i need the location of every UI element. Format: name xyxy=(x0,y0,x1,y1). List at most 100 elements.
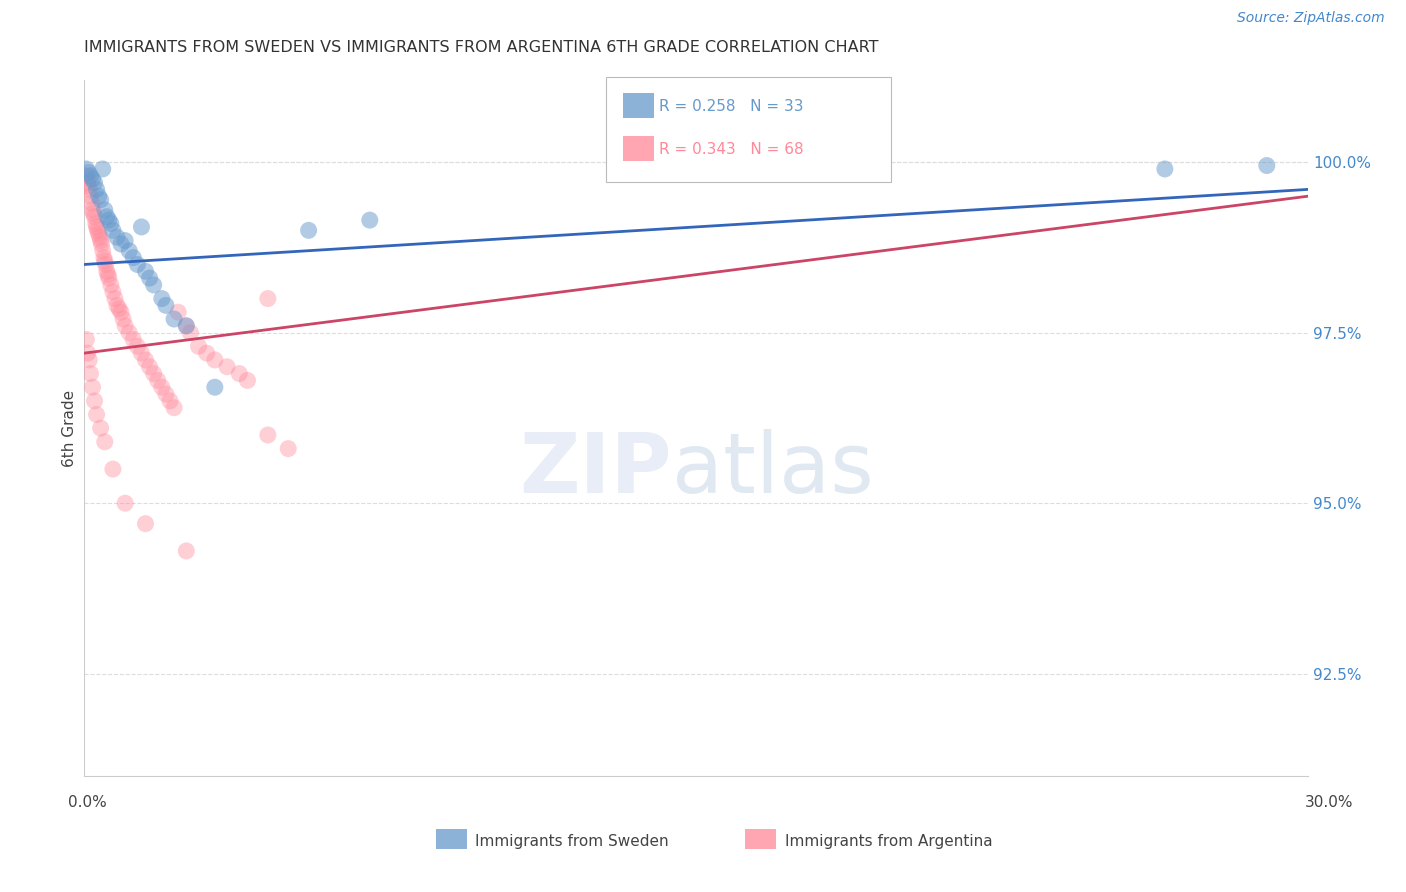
Point xyxy=(150,292,173,306)
Point xyxy=(97,268,120,282)
Point xyxy=(93,202,117,217)
Y-axis label: 6th Grade: 6th Grade xyxy=(62,390,77,467)
Point xyxy=(86,182,108,196)
Point xyxy=(131,219,153,234)
Point xyxy=(163,312,186,326)
Point xyxy=(257,428,280,442)
Point xyxy=(142,367,165,381)
Point xyxy=(91,161,114,176)
Point xyxy=(75,333,97,347)
Text: 0.0%: 0.0% xyxy=(67,796,107,810)
Point xyxy=(93,251,115,265)
Point xyxy=(1256,159,1278,173)
Point xyxy=(104,292,127,306)
Point xyxy=(114,496,136,510)
Point xyxy=(94,257,117,271)
Point xyxy=(90,237,112,252)
Text: R = 0.343   N = 68: R = 0.343 N = 68 xyxy=(659,142,804,157)
Point xyxy=(138,359,160,374)
Point xyxy=(75,161,97,176)
Point xyxy=(217,359,239,374)
Point xyxy=(155,298,177,312)
Point xyxy=(87,227,110,241)
Point xyxy=(100,277,122,292)
Point xyxy=(228,367,250,381)
Point xyxy=(76,346,98,360)
Point xyxy=(86,219,108,234)
Point xyxy=(187,339,209,353)
Point xyxy=(174,318,197,333)
Point xyxy=(1154,161,1177,176)
Point xyxy=(114,318,136,333)
Point xyxy=(77,182,100,196)
Point xyxy=(76,176,98,190)
Point xyxy=(204,353,226,368)
Point xyxy=(174,544,197,558)
Point xyxy=(87,189,110,203)
Point xyxy=(146,373,169,387)
Point xyxy=(277,442,299,456)
Point xyxy=(77,179,100,194)
Point xyxy=(96,210,118,224)
Point xyxy=(105,298,128,312)
Point xyxy=(110,237,132,252)
Text: Immigrants from Argentina: Immigrants from Argentina xyxy=(785,834,993,849)
Point xyxy=(135,353,157,368)
Point xyxy=(84,217,107,231)
Point xyxy=(122,251,145,265)
Point xyxy=(90,193,112,207)
Point xyxy=(79,367,101,381)
Point xyxy=(298,223,321,237)
Text: Immigrants from Sweden: Immigrants from Sweden xyxy=(475,834,669,849)
Point xyxy=(105,230,128,244)
Point xyxy=(79,189,101,203)
Point xyxy=(79,169,101,183)
Point xyxy=(159,393,181,408)
Point xyxy=(155,387,177,401)
Point xyxy=(93,434,117,449)
Point xyxy=(83,176,105,190)
Point xyxy=(179,326,201,340)
Point xyxy=(101,462,124,476)
Point xyxy=(101,285,124,299)
Point xyxy=(174,318,197,333)
Point xyxy=(167,305,190,319)
Point xyxy=(75,169,97,183)
Point xyxy=(77,165,100,179)
Text: Source: ZipAtlas.com: Source: ZipAtlas.com xyxy=(1237,12,1385,25)
Point xyxy=(138,271,160,285)
Point xyxy=(118,244,141,258)
Point xyxy=(97,271,120,285)
Point xyxy=(82,206,104,220)
Point xyxy=(142,277,165,292)
Text: R = 0.258   N = 33: R = 0.258 N = 33 xyxy=(659,99,804,114)
Point xyxy=(110,305,132,319)
Point xyxy=(195,346,218,360)
Point xyxy=(204,380,226,394)
Point xyxy=(86,408,108,422)
Point xyxy=(359,213,381,227)
Point xyxy=(114,234,136,248)
Point xyxy=(82,202,104,217)
Point xyxy=(90,421,112,435)
Point xyxy=(135,264,157,278)
Text: IMMIGRANTS FROM SWEDEN VS IMMIGRANTS FROM ARGENTINA 6TH GRADE CORRELATION CHART: IMMIGRANTS FROM SWEDEN VS IMMIGRANTS FRO… xyxy=(84,40,879,55)
Point xyxy=(127,339,149,353)
Point xyxy=(100,217,122,231)
Point xyxy=(122,333,145,347)
Point xyxy=(86,223,108,237)
Point xyxy=(96,264,118,278)
Point xyxy=(257,292,280,306)
Point xyxy=(150,380,173,394)
Point xyxy=(163,401,186,415)
Point xyxy=(82,380,104,394)
Point xyxy=(131,346,153,360)
Point xyxy=(135,516,157,531)
Point xyxy=(90,234,112,248)
Point xyxy=(93,254,117,268)
Text: atlas: atlas xyxy=(672,429,873,510)
Point xyxy=(101,223,124,237)
Point xyxy=(236,373,259,387)
Point xyxy=(80,196,103,211)
Text: 30.0%: 30.0% xyxy=(1305,796,1353,810)
